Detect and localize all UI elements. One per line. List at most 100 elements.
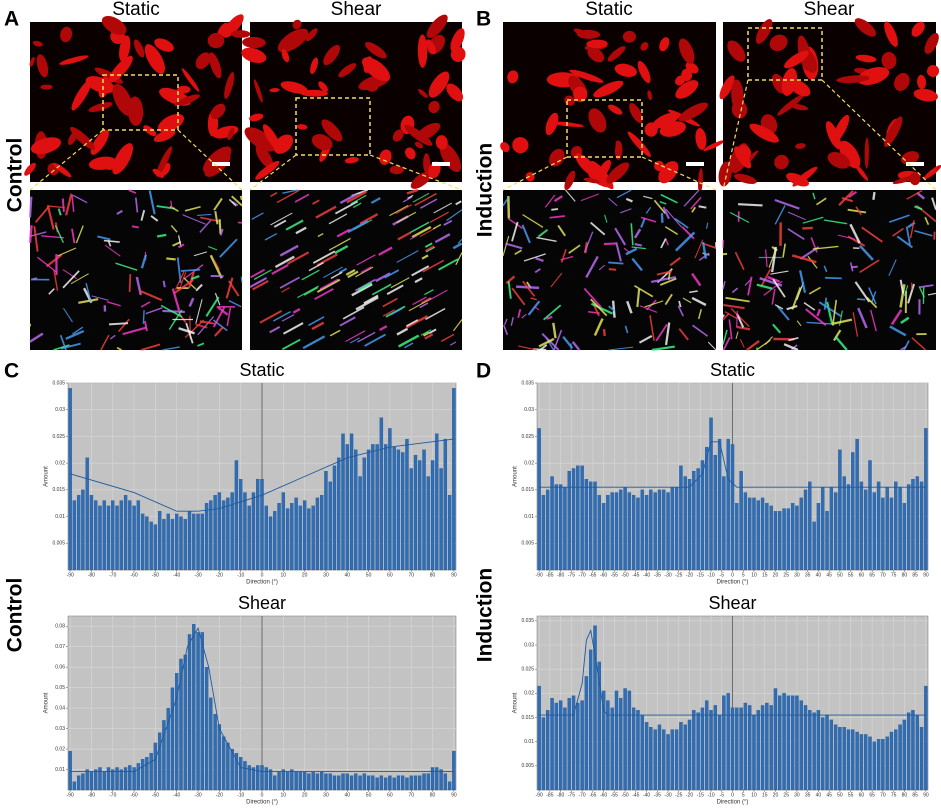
bar [94, 500, 98, 571]
bar [898, 487, 902, 571]
bar [226, 742, 230, 791]
y-tick-label: 0.025 [521, 666, 534, 672]
fiber [72, 194, 88, 204]
bar [662, 489, 666, 571]
fiber [274, 255, 295, 268]
cell [277, 28, 309, 53]
fiber [892, 227, 904, 237]
bar [294, 497, 298, 571]
fiber [638, 335, 653, 344]
fiber [122, 326, 147, 336]
fiber [678, 300, 682, 308]
fiber [847, 208, 867, 214]
fiber [899, 284, 906, 308]
cell [414, 141, 424, 149]
bar [68, 750, 72, 791]
fiber [420, 198, 438, 209]
fiber [379, 325, 388, 332]
fiber [832, 318, 853, 325]
zoom-box [102, 74, 179, 131]
fiber [643, 195, 653, 200]
bar [627, 492, 632, 571]
bar [864, 489, 868, 571]
cell [446, 83, 464, 102]
bar [773, 688, 778, 791]
bar [358, 775, 362, 791]
fiber [57, 247, 77, 257]
fiber [197, 342, 205, 347]
bar [136, 500, 141, 571]
bar [825, 511, 829, 571]
bar [392, 446, 396, 571]
bar [281, 769, 286, 791]
x-tick-label: 20 [773, 792, 779, 798]
fiber [349, 337, 360, 344]
cell [318, 81, 328, 92]
bar [337, 775, 341, 791]
cell [425, 39, 437, 55]
bar [345, 444, 349, 571]
bar [576, 465, 580, 571]
cell [195, 52, 211, 70]
fiber [634, 284, 654, 298]
zoom-box [295, 97, 371, 156]
bar [285, 508, 290, 571]
fiber [674, 217, 689, 229]
bar [413, 775, 418, 791]
x-tick-label: -5 [720, 792, 725, 798]
fiber [723, 303, 745, 310]
fiber [184, 319, 205, 338]
zoom-box [566, 99, 643, 158]
cell [365, 42, 387, 59]
fiber [653, 199, 666, 215]
fiber [833, 329, 842, 342]
fiber [608, 305, 616, 312]
cell [698, 168, 703, 194]
fiber [756, 347, 758, 351]
fiber [199, 219, 212, 233]
bar [687, 719, 692, 791]
bar [537, 428, 541, 571]
fiber [184, 264, 204, 279]
fiber [239, 195, 244, 201]
fiber [626, 300, 633, 314]
bar [782, 508, 786, 571]
column-label: Static [585, 0, 633, 20]
x-tick-label: 55 [848, 792, 854, 798]
fiber [273, 310, 291, 322]
fiber [918, 286, 925, 298]
fiber [507, 196, 511, 219]
bar [623, 487, 627, 571]
bar [106, 505, 111, 571]
bar [418, 460, 422, 571]
bar [670, 487, 675, 571]
bar [829, 487, 834, 571]
bar [838, 727, 842, 791]
cell [719, 75, 735, 100]
x-tick-label: 20 [302, 792, 308, 798]
fiber [838, 190, 854, 206]
bar [674, 487, 679, 571]
bar [443, 438, 448, 571]
fiber [409, 221, 430, 234]
x-tick-label: -10 [707, 572, 714, 578]
fiber [428, 328, 437, 334]
y-tick-label: 0.01 [524, 514, 534, 520]
bar [541, 717, 546, 791]
x-tick-label: -15 [697, 572, 704, 578]
x-tick-label: 30 [794, 572, 800, 578]
y-tick-label: 0.05 [55, 685, 65, 691]
bar [821, 717, 825, 791]
x-tick-label: -45 [632, 572, 639, 578]
bar [739, 471, 743, 571]
fiber [590, 302, 613, 315]
fiber [590, 298, 608, 317]
fiber [166, 257, 176, 261]
bar [554, 484, 559, 571]
x-tick-label: 80 [902, 792, 908, 798]
fiber [276, 189, 300, 204]
y-tick-label: 0.015 [521, 487, 534, 493]
cell [222, 14, 244, 38]
fiber [438, 258, 459, 271]
cell [731, 100, 748, 119]
